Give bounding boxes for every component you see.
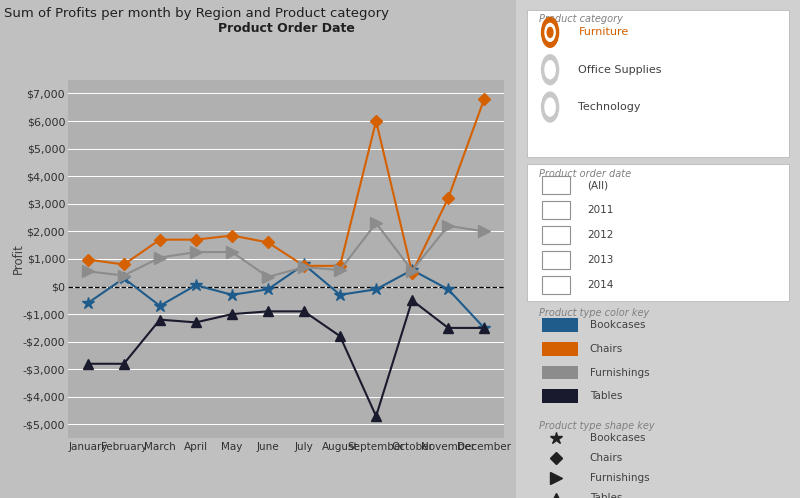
Text: Product Order Date: Product Order Date: [218, 22, 354, 35]
Circle shape: [545, 23, 555, 41]
FancyBboxPatch shape: [527, 164, 789, 301]
Bar: [542, 366, 578, 379]
Text: (All): (All): [587, 180, 608, 190]
Text: Product type color key: Product type color key: [538, 308, 649, 318]
Text: Product category: Product category: [538, 14, 622, 24]
Bar: [542, 389, 578, 403]
Text: Chairs: Chairs: [590, 344, 623, 354]
Circle shape: [545, 98, 555, 116]
Text: 2012: 2012: [587, 230, 614, 240]
Y-axis label: Profit: Profit: [12, 244, 25, 274]
Text: Product type shape key: Product type shape key: [538, 421, 654, 431]
Bar: [542, 226, 570, 244]
Bar: [542, 342, 578, 356]
Text: ✓: ✓: [552, 255, 559, 264]
Circle shape: [542, 55, 558, 85]
Text: ✓: ✓: [552, 206, 559, 215]
Text: Furniture: Furniture: [578, 27, 629, 37]
Text: 2011: 2011: [587, 205, 614, 215]
Bar: [542, 251, 570, 269]
Bar: [542, 276, 570, 294]
Text: Tables: Tables: [590, 391, 622, 401]
Circle shape: [542, 92, 558, 122]
Text: Bookcases: Bookcases: [590, 320, 646, 330]
Circle shape: [542, 17, 558, 47]
Bar: [542, 201, 570, 219]
Text: Product order date: Product order date: [538, 169, 631, 179]
Text: Chairs: Chairs: [590, 453, 623, 463]
Text: Bookcases: Bookcases: [590, 433, 646, 443]
Bar: [542, 318, 578, 332]
Text: 2014: 2014: [587, 280, 614, 290]
Circle shape: [545, 61, 555, 79]
Text: Furnishings: Furnishings: [590, 473, 650, 483]
Text: Tables: Tables: [590, 493, 622, 498]
Text: ✓: ✓: [552, 280, 559, 289]
Bar: [542, 176, 570, 194]
Text: Office Supplies: Office Supplies: [578, 65, 662, 75]
FancyBboxPatch shape: [527, 10, 789, 157]
Circle shape: [547, 27, 553, 37]
Text: Furnishings: Furnishings: [590, 368, 650, 377]
Text: Technology: Technology: [578, 102, 641, 112]
Text: Sum of Profits per month by Region and Product category: Sum of Profits per month by Region and P…: [4, 7, 389, 20]
Text: 2013: 2013: [587, 255, 614, 265]
Text: ✓: ✓: [552, 181, 559, 190]
Text: ✓: ✓: [552, 231, 559, 240]
